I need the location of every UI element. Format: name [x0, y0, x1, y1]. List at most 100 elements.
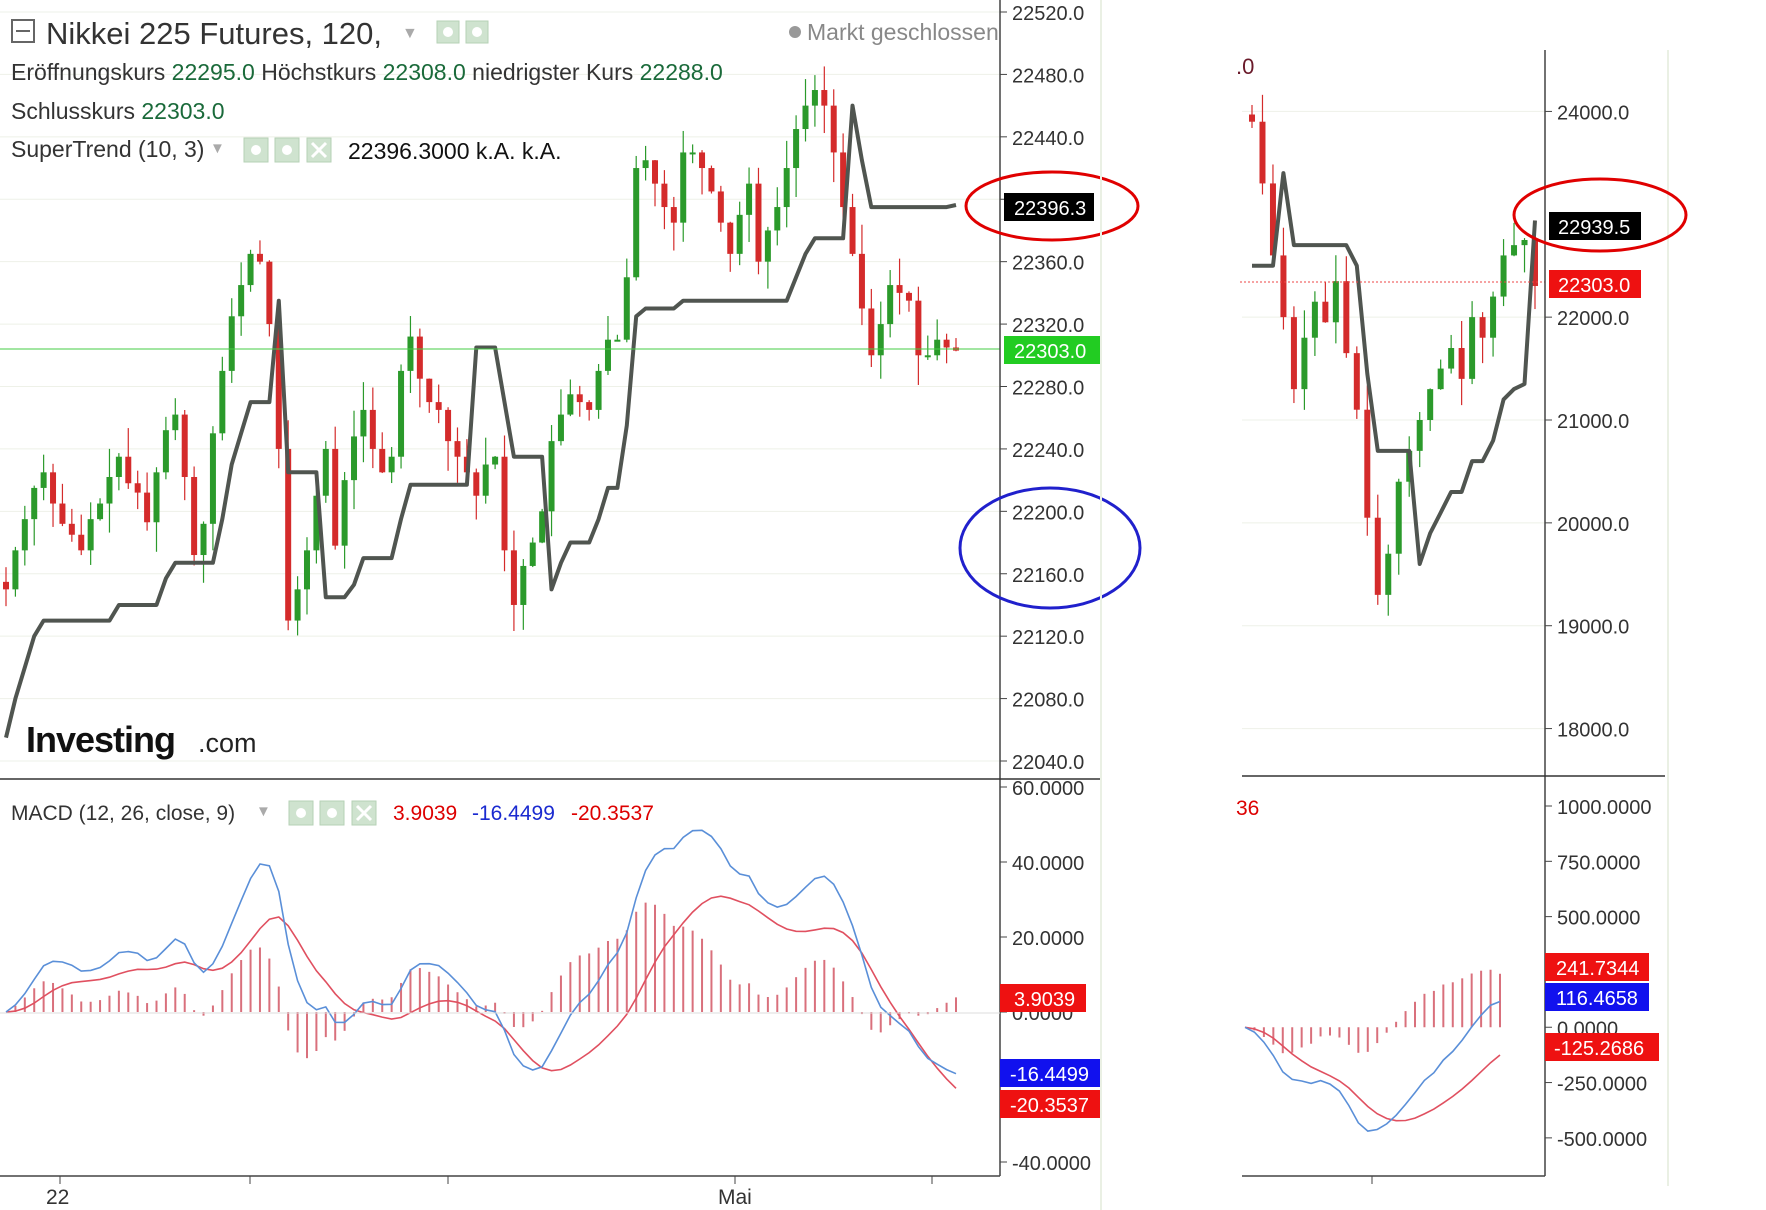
candle-body [811, 90, 818, 106]
macd-line [5, 829, 957, 1075]
candle-body [31, 487, 38, 520]
svg-text:-20.3537: -20.3537 [571, 802, 654, 825]
candle-body [1521, 240, 1528, 246]
svg-text:3.9039: 3.9039 [393, 802, 457, 825]
candle-body [905, 292, 912, 301]
candle-body [510, 550, 517, 605]
chevron-down-icon[interactable]: ▼ [402, 25, 418, 42]
collapse-icon[interactable] [11, 19, 35, 43]
y-tick-label: 22080.0 [1012, 690, 1084, 712]
y-tick-label: -250.0000 [1557, 1074, 1647, 1096]
candle-body [877, 324, 884, 356]
candle-body [454, 441, 461, 457]
candle-body [153, 472, 160, 523]
candle-body [266, 261, 273, 325]
candle-body [1500, 255, 1507, 297]
candle-body [915, 300, 922, 356]
candle-body [492, 456, 499, 465]
y-tick-label: 1000.0000 [1557, 797, 1652, 819]
y-tick-label: 22320.0 [1012, 315, 1084, 337]
x-label-22: 22 [46, 1186, 69, 1209]
candle-body [755, 183, 762, 262]
y-tick-label: 22040.0 [1012, 752, 1084, 774]
svg-text:.com: .com [198, 728, 257, 758]
y-tick-label: 19000.0 [1557, 617, 1629, 639]
candle-body [1458, 348, 1465, 379]
candle-body [473, 472, 480, 496]
close-icon[interactable] [351, 800, 377, 826]
candle-body [567, 394, 574, 415]
y-tick-label: 22440.0 [1012, 128, 1084, 150]
candle-body [661, 183, 668, 208]
y-tick-label: -40.0000 [1012, 1153, 1091, 1175]
candle-body [125, 456, 132, 484]
candle-body [181, 414, 188, 478]
candle-body [12, 550, 19, 590]
candle-body [40, 472, 47, 488]
right-macd-pane [1244, 969, 1501, 1132]
candle-body [586, 402, 593, 410]
signal-flag: -20.3537 [1000, 1090, 1102, 1118]
candle-body [1332, 281, 1339, 323]
candle-body [407, 336, 414, 371]
chevron-down-icon[interactable]: ▼ [210, 140, 225, 157]
svg-text:22396.3: 22396.3 [1014, 198, 1086, 220]
candle-body [1511, 245, 1518, 256]
candle-body [191, 477, 198, 556]
candle-body [1469, 317, 1476, 379]
candle-body [360, 409, 367, 437]
candle-body [78, 534, 85, 551]
candle-body [200, 523, 207, 556]
y-tick-label: 750.0000 [1557, 852, 1640, 874]
candle-body [708, 168, 715, 192]
candle-body [887, 285, 894, 325]
right-macd-axis: 1000.0000750.0000500.00000.0000-250.0000… [1545, 797, 1652, 1151]
red-annotation-ellipse [964, 170, 1140, 242]
candle-body [172, 414, 179, 431]
left-supertrend-line [4, 103, 957, 739]
blue-annotation-ellipse [958, 486, 1142, 610]
y-tick-label: 22520.0 [1012, 3, 1084, 25]
candle-body [642, 160, 649, 169]
candle-body [1301, 337, 1308, 390]
y-tick-label: 22160.0 [1012, 565, 1084, 587]
svg-text:-20.3537: -20.3537 [1010, 1095, 1089, 1117]
price-flag: 22303.0 [1004, 336, 1102, 364]
candle-body [219, 370, 226, 434]
candle-body [520, 565, 527, 605]
candle-body [87, 519, 94, 551]
candle-body [238, 285, 245, 317]
candle-body [115, 456, 122, 478]
right-supertrend-flag: 22939.5 [1549, 212, 1641, 240]
candle-body [934, 339, 941, 356]
candle-body [369, 409, 376, 449]
candle-body [793, 129, 800, 169]
candle-body [830, 105, 837, 153]
candle-body [539, 511, 546, 543]
candle-body [275, 324, 282, 449]
svg-text:22303.0: 22303.0 [1558, 275, 1630, 297]
candle-body [529, 542, 536, 566]
candle-body [802, 105, 809, 130]
svg-text:241.7344: 241.7344 [1556, 958, 1639, 980]
candle-body [868, 308, 875, 356]
candle-body [699, 152, 706, 169]
right-macd-line-flag: 116.4658 [1545, 983, 1649, 1011]
candle-body [398, 370, 405, 457]
candle-body [256, 253, 263, 262]
candle-body [1374, 517, 1381, 595]
candle-body [388, 456, 395, 473]
candle-body [614, 339, 621, 342]
candle-body [50, 472, 57, 504]
candle-body [303, 550, 310, 590]
y-tick-label: 21000.0 [1557, 411, 1629, 433]
candle-body [1416, 420, 1423, 451]
chevron-down-icon[interactable]: ▼ [256, 803, 271, 820]
gear-icon[interactable] [319, 800, 345, 826]
candle-body [1259, 121, 1266, 184]
y-tick-label: 60.0000 [1012, 778, 1084, 800]
candle-body [1490, 296, 1497, 338]
svg-text:116.4658: 116.4658 [1556, 988, 1638, 1010]
